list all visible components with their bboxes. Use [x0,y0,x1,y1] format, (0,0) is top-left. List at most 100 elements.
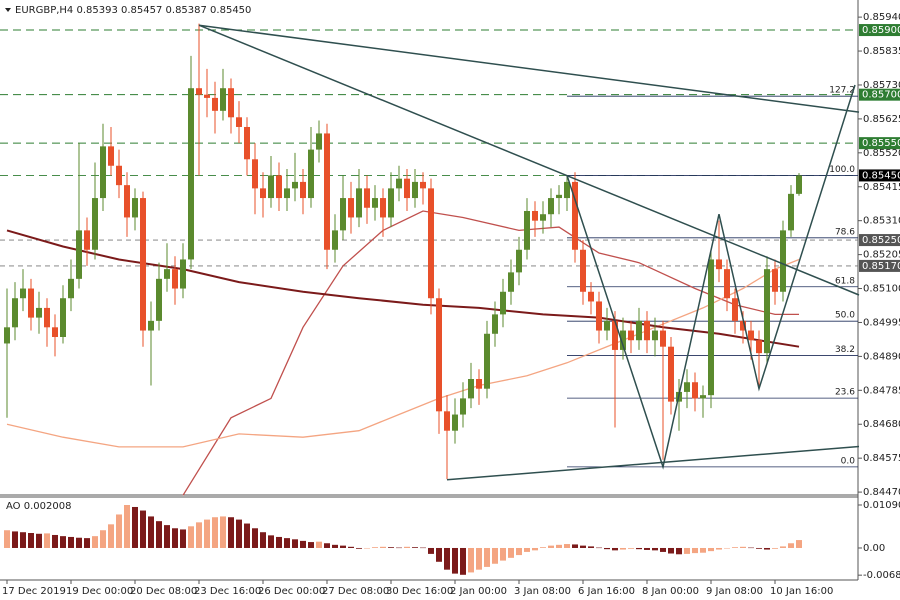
candle-body [380,198,386,218]
candle-body [52,327,58,338]
candle-body [268,175,274,199]
ao-bar [188,526,194,548]
ao-bar [772,547,778,549]
x-tick-label: 10 Jan 16:00 [770,586,833,597]
ao-bar [748,547,754,549]
candle-body [788,193,794,231]
ao-tick-label: 0.00 [863,543,885,554]
candle-body [188,88,194,260]
candle-body [580,249,586,292]
candle-body [44,307,50,328]
ao-bar [244,523,250,548]
ao-bar [28,532,34,548]
ao-bar [780,546,786,548]
candle-body [740,320,746,331]
candle-body [12,298,18,328]
candle-body [260,188,266,199]
fib-label: 23.6 [835,388,855,398]
y-tick-label: 0.84470 [863,487,900,498]
ao-bar [84,538,90,548]
candle-body [636,320,642,341]
candle-body [92,198,98,250]
candle-body [628,330,634,341]
level-label: 0.85550 [862,138,900,149]
candle-body [428,188,434,299]
ao-bar [364,547,370,549]
fib-label: 50.0 [835,311,855,321]
ao-bar [44,533,50,548]
candle-body [236,117,242,127]
fib-label: 38.2 [835,345,855,355]
chart-title: EURGBP,H4 0.85393 0.85457 0.85387 0.8545… [15,5,251,16]
candle-body [484,333,490,389]
candle-body [124,185,130,218]
candle-body [148,320,154,331]
ao-bar [284,538,290,548]
ao-bar [308,542,314,548]
ao-bar [700,547,706,553]
ao-bar [124,505,130,548]
ao-bar [356,547,362,549]
candle-body [796,175,802,194]
level-box [859,169,900,182]
ao-bar [724,547,730,549]
menu-arrow[interactable] [5,8,11,12]
ao-bar [764,547,770,550]
candle-body [364,188,370,208]
ao-bar [628,547,634,549]
candle-body [28,288,34,318]
x-tick-label: 26 Dec 00:00 [258,586,325,597]
ao-bar [12,531,18,548]
ao-bar [156,521,162,548]
ao-bar [444,547,450,570]
ao-bar [476,547,482,570]
candle-body [396,178,402,189]
ao-bar [796,540,802,548]
candle-body [684,382,690,392]
y-tick-label: 0.85205 [863,250,900,261]
ao-bar [548,545,554,548]
level-label: 0.85450 [862,170,900,181]
ao-bar [100,530,106,548]
candle-body [660,330,666,347]
x-tick-label: 30 Dec 16:00 [386,586,453,597]
candle-body [500,291,506,315]
candle-body [36,307,42,318]
candle-body [756,340,762,354]
trend-line [446,445,860,481]
candle-body [780,230,786,292]
moving-average [182,210,799,496]
x-tick-label: 6 Jan 16:00 [578,586,635,597]
ao-bar [652,547,658,551]
candle-body [692,382,698,399]
candle-body [220,88,226,111]
ao-bar [508,547,514,558]
candle-body [644,320,650,341]
ao-bar [204,519,210,548]
x-tick-label: 23 Dec 16:00 [194,586,261,597]
ao-bar [556,544,562,548]
candle-body [716,259,722,270]
trend-line [566,84,856,470]
ao-bar [52,534,58,548]
y-tick-label: 0.85415 [863,182,900,193]
candle-body [244,126,250,160]
ao-bar [196,522,202,548]
ao-bar [148,516,154,548]
ao-title: AO 0.002008 [6,501,71,512]
candle-body [356,188,362,218]
ao-bar [292,539,298,548]
candle-body [20,288,26,299]
ao-bar [180,529,186,548]
level-box [859,24,900,37]
ao-bar [316,541,322,548]
ao-bar [572,544,578,548]
candle-body [324,133,330,250]
candle-body [420,181,426,189]
ao-bar [708,547,714,552]
